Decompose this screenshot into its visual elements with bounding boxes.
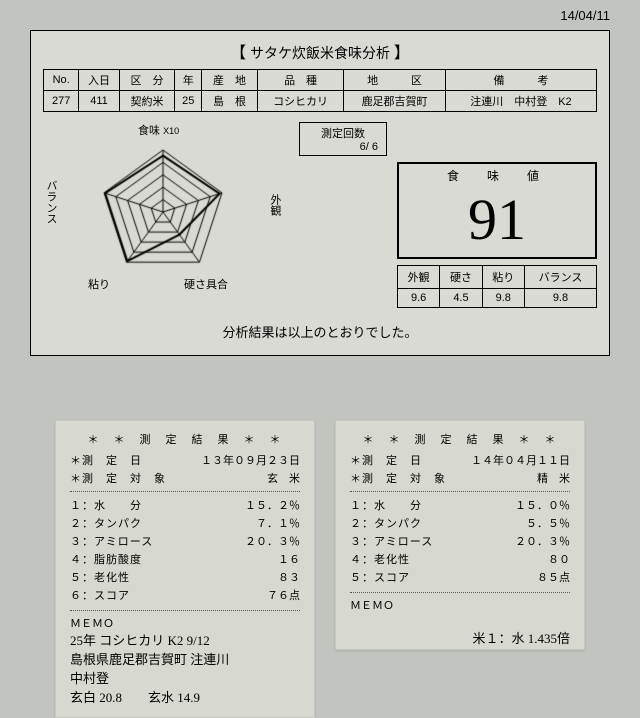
taste-score-box: 食 味 値 91 [397,162,597,259]
receipt-row: ＊測 定 対 象精 米 [350,469,570,487]
sub-cell: 9.8 [524,289,596,308]
sub-header: 粘り [482,266,524,289]
info-cell: 注連川 中村登 K2 [445,91,596,112]
receipt-row: １：水 分１５．２％ [70,496,300,514]
axis-balance: バランス [43,180,59,224]
score-value: 91 [399,187,595,257]
sub-header: バランス [524,266,596,289]
info-cell: 契約米 [119,91,175,112]
sub-cell: 4.5 [440,289,482,308]
receipt-row: ＊測 定 日１３年０９月２３日 [70,451,300,469]
info-cell: 411 [79,91,119,112]
receipt-row: １：水 分１５．０％ [350,496,570,514]
memo-left: ＭＥＭＯ 25年 コシヒカリ K2 9/12 島根県鹿足郡吉賀町 注連川 中村登… [70,610,300,707]
receipt-row: ５：老化性８３ [70,568,300,586]
axis-appearance: 外観 [267,194,283,216]
info-header: 地 区 [344,70,446,91]
info-header: 産 地 [202,70,258,91]
receipt-row: ＊測 定 日１４年０４月１１日 [350,451,570,469]
receipt-row: ＊測 定 対 象玄 米 [70,469,300,487]
meas-label: 測定回数 [300,125,386,141]
receipt-row: ２：タンパク５．５％ [350,514,570,532]
memo-label-r: ＭＥＭＯ [350,597,570,613]
receipt-row: ５：スコア８５点 [350,568,570,586]
axis-taste: 食味 X10 [138,122,179,138]
meas-value: 6/ 6 [300,141,386,153]
hand-note-2: 島根県鹿足郡吉賀町 注連川 [70,652,300,669]
hand-note-1: 25年 コシヒカリ K2 9/12 [70,633,300,650]
bracket-close: 】 [394,45,410,62]
hand-note-3: 中村登 [70,671,300,688]
axis-sticky: 粘り [88,276,110,292]
info-header: 区 分 [119,70,175,91]
info-header: 年 [175,70,202,91]
info-header: 入日 [79,70,119,91]
info-cell: 25 [175,91,202,112]
analysis-report: 【 サタケ炊飯米食味分析 】 No.入日区 分年産 地品 種地 区備 考 277… [30,30,610,356]
receipt-row: ４：脂肪酸度１６ [70,550,300,568]
receipt-row: ３：アミロース２０．３％ [70,532,300,550]
sub-cell: 9.8 [482,289,524,308]
info-cell: 277 [44,91,79,112]
bracket-open: 【 [230,45,246,62]
info-cell: 鹿足郡吉賀町 [344,91,446,112]
receipt-row: ３：アミロース２０．３％ [350,532,570,550]
receipt-left: ＊ ＊ 測 定 結 果 ＊ ＊ ＊測 定 日１３年０９月２３日＊測 定 対 象玄… [55,420,315,718]
memo-right: ＭＥＭＯ 米１：水 1.435倍 [350,592,570,648]
rec-left-title: ＊ ＊ 測 定 結 果 ＊ ＊ [70,431,300,447]
axis-hardness: 硬さ具合 [184,276,228,292]
report-title: 【 サタケ炊飯米食味分析 】 [43,39,597,63]
page-date: 14/04/11 [560,8,610,23]
sub-score-table: 外観硬さ粘りバランス 9.64.59.89.8 [397,265,597,308]
info-header: No. [44,70,79,91]
sub-cell: 9.6 [398,289,440,308]
rec-right-title: ＊ ＊ 測 定 結 果 ＊ ＊ [350,431,570,447]
receipt-row: ６：スコア７６点 [70,586,300,604]
info-header: 品 種 [257,70,343,91]
measurement-count: 測定回数 6/ 6 [299,122,387,156]
receipt-right: ＊ ＊ 測 定 結 果 ＊ ＊ ＊測 定 日１４年０４月１１日＊測 定 対 象精… [335,420,585,650]
info-cell: 島 根 [202,91,258,112]
sub-header: 硬さ [440,266,482,289]
sub-header: 外観 [398,266,440,289]
hand-note-r: 米１：水 1.435倍 [350,631,570,648]
info-header: 備 考 [445,70,596,91]
result-text: 分析結果は以上のとおりでした。 [43,308,597,341]
score-label: 食 味 値 [399,164,595,187]
receipt-row: ２：タンパク７．１％ [70,514,300,532]
title-text: サタケ炊飯米食味分析 [250,45,390,61]
info-cell: コシヒカリ [257,91,343,112]
memo-label: ＭＥＭＯ [70,615,300,631]
receipt-row: ４：老化性８０ [350,550,570,568]
info-table: No.入日区 分年産 地品 種地 区備 考 277411契約米25島 根コシヒカ… [43,69,597,112]
hand-note-4: 玄白 20.8 玄水 14.9 [70,690,300,707]
radar-chart: 食味 X10 外観 硬さ具合 粘り バランス [43,122,283,292]
